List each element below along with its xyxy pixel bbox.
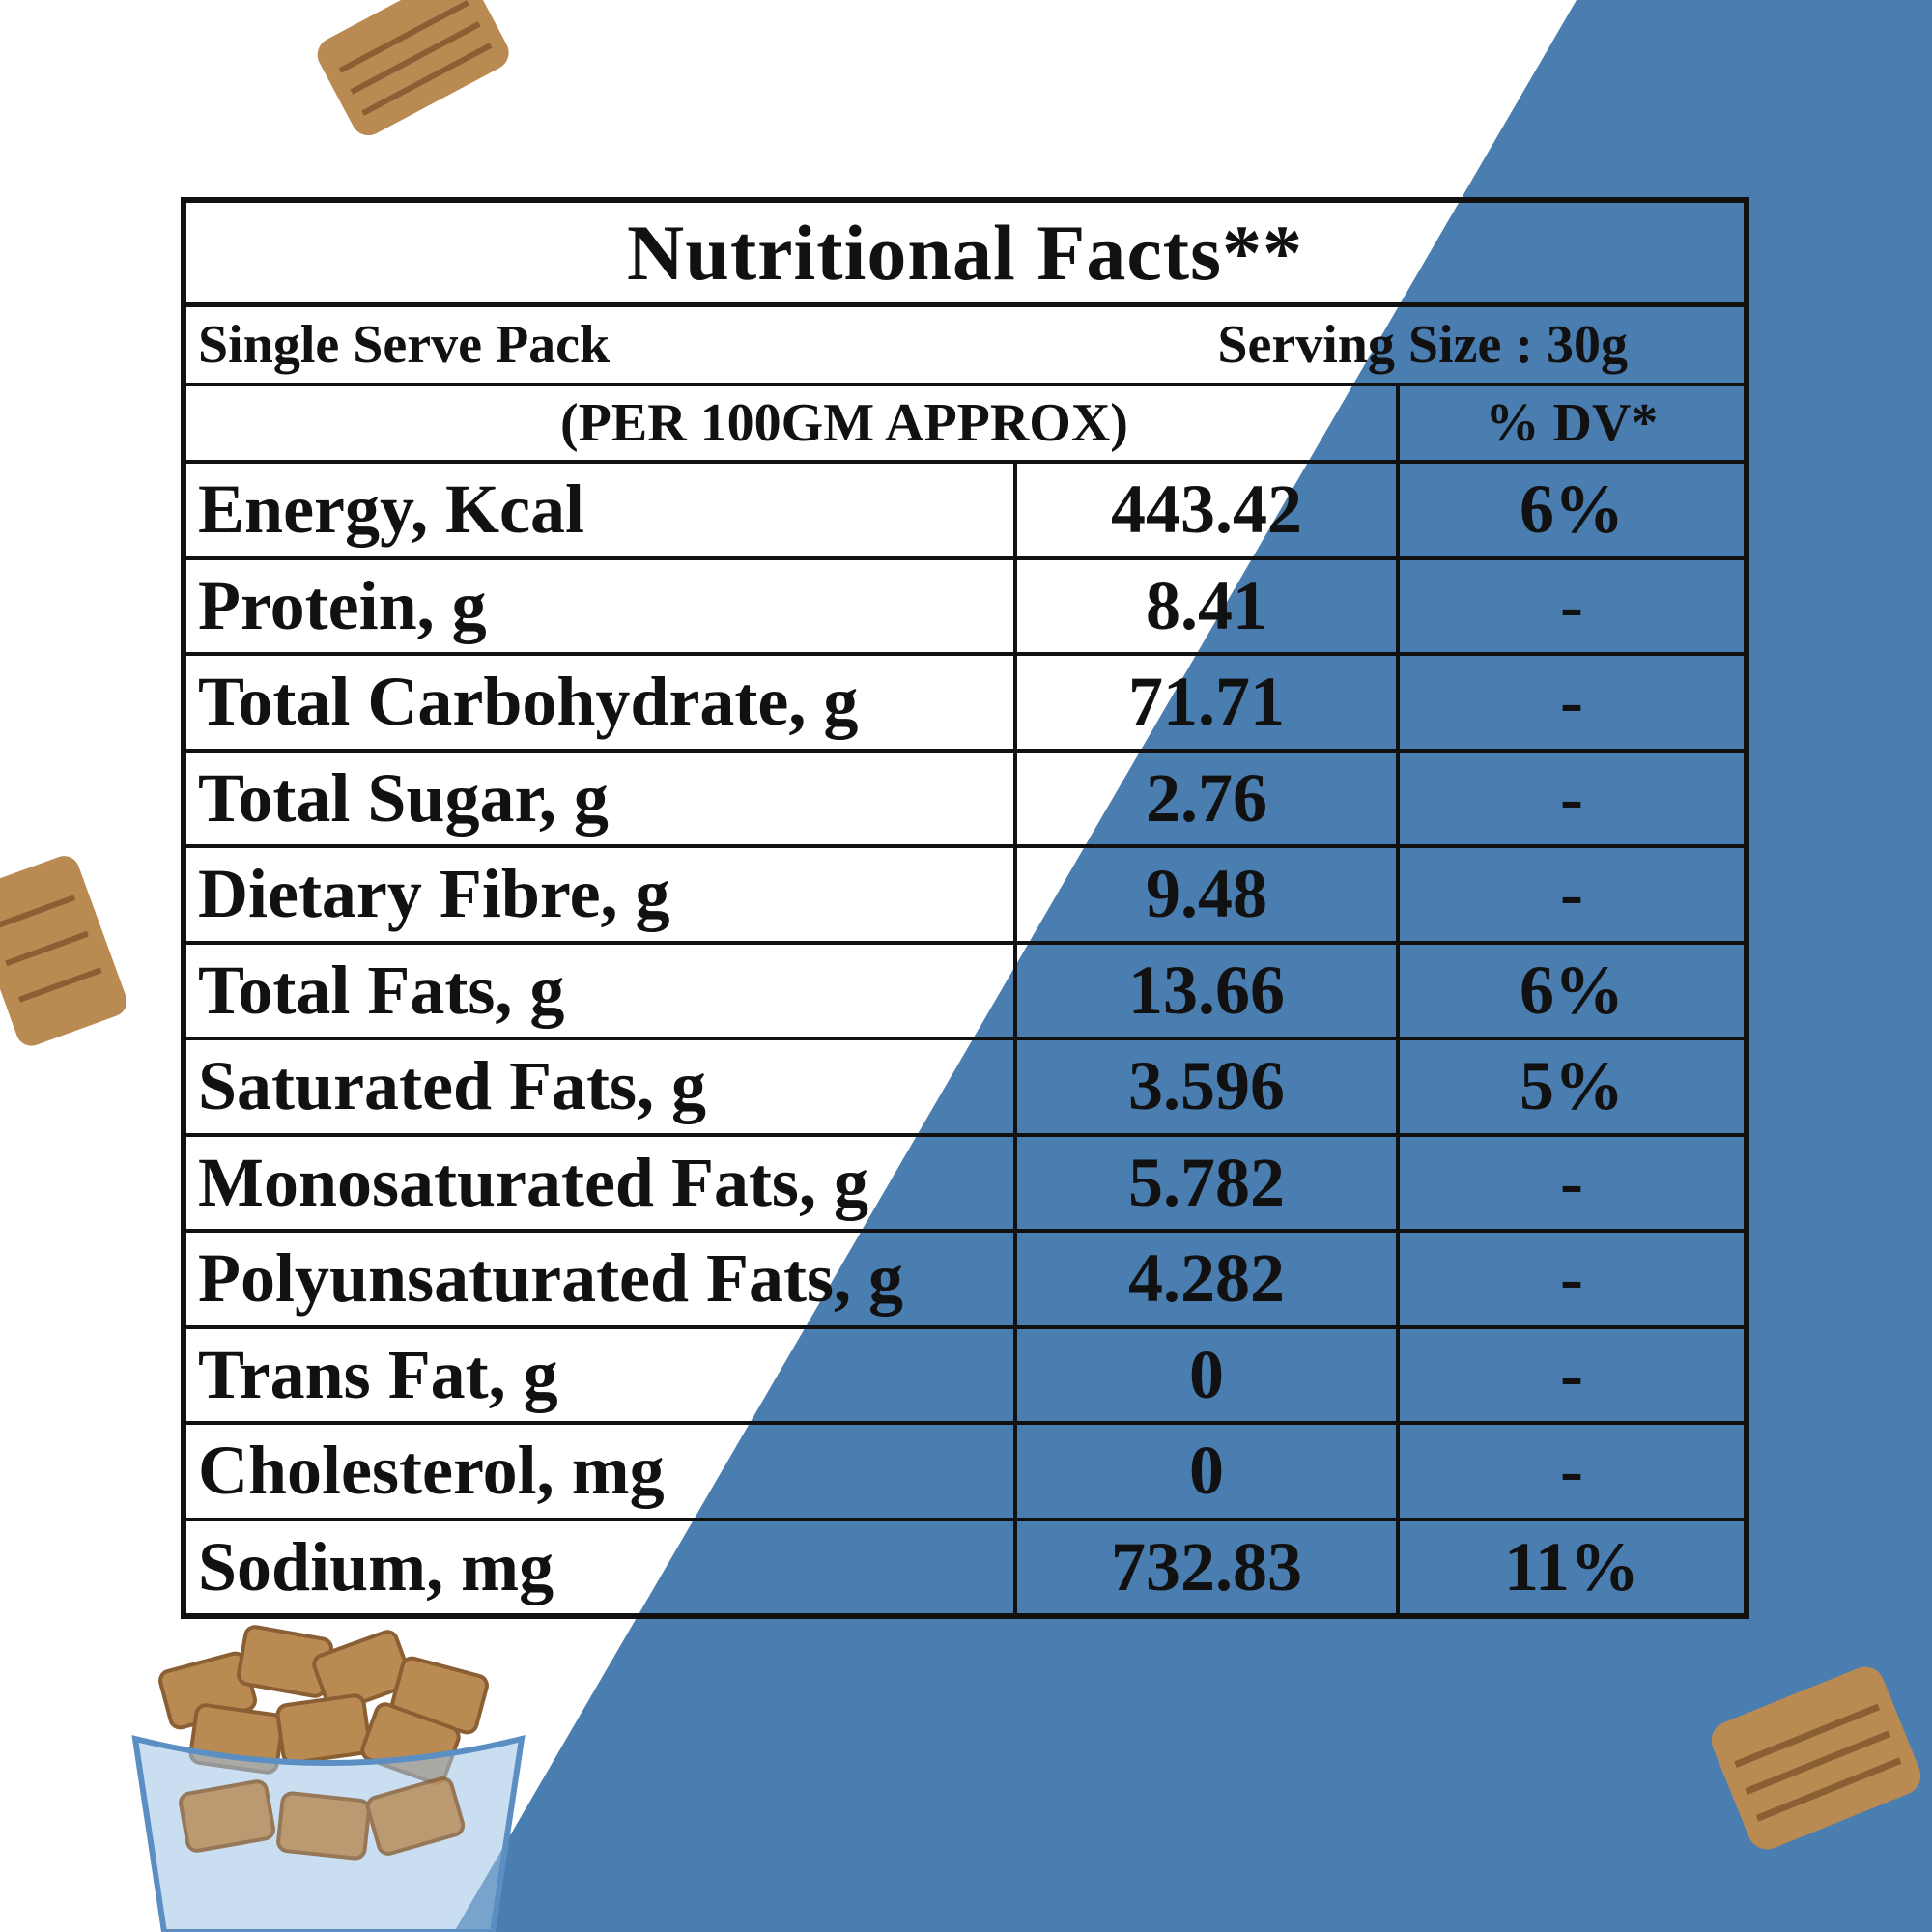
nutrient-value: 443.42 xyxy=(1017,464,1400,556)
table-title: Nutritional Facts** xyxy=(186,203,1744,307)
snack-piece-icon xyxy=(1711,1666,1921,1850)
pack-label: Single Serve Pack xyxy=(198,315,611,375)
nutrient-rows: Energy, Kcal 443.42 6% Protein, g 8.41 -… xyxy=(186,464,1744,1613)
nutrient-dv: - xyxy=(1560,1143,1583,1221)
nutrient-name: Monosaturated Fats, g xyxy=(186,1136,1017,1229)
table-row: Total Fats, g 13.66 6% xyxy=(186,944,1744,1040)
nutrient-value: 732.83 xyxy=(1017,1520,1400,1613)
table-row: Cholesterol, mg 0 - xyxy=(186,1425,1744,1521)
pack-info-row: Single Serve Pack Serving Size : 30g xyxy=(186,307,1744,386)
nutrient-name: Trans Fat, g xyxy=(186,1328,1017,1421)
nutrient-dv: - xyxy=(1560,1432,1583,1510)
nutrient-dv: - xyxy=(1560,1335,1583,1413)
nutrient-dv: 6% xyxy=(1520,951,1624,1029)
nutrient-name: Total Fats, g xyxy=(186,944,1017,1037)
nutrient-dv: - xyxy=(1560,758,1583,837)
serving-size: Serving Size : 30g xyxy=(1217,315,1628,375)
nutrient-value: 9.48 xyxy=(1017,848,1400,941)
nutrient-dv: - xyxy=(1560,663,1583,741)
nutrient-value: 0 xyxy=(1017,1425,1400,1518)
snack-piece-icon xyxy=(0,856,126,1046)
table-row: Saturated Fats, g 3.596 5% xyxy=(186,1040,1744,1137)
nutrient-value: 4.282 xyxy=(1017,1233,1400,1325)
nutrient-value: 8.41 xyxy=(1017,559,1400,652)
table-row: Total Sugar, g 2.76 - xyxy=(186,752,1744,848)
nutrient-name: Total Sugar, g xyxy=(186,752,1017,844)
nutrient-dv: - xyxy=(1560,855,1583,933)
nutrient-name: Polyunsaturated Fats, g xyxy=(186,1233,1017,1325)
per-label: (PER 100GM APPROX) xyxy=(186,386,1400,460)
nutrient-dv: 5% xyxy=(1520,1047,1624,1125)
nutrient-name: Sodium, mg xyxy=(186,1520,1017,1613)
nutrient-value: 13.66 xyxy=(1017,944,1400,1037)
nutrient-name: Dietary Fibre, g xyxy=(186,848,1017,941)
table-row: Protein, g 8.41 - xyxy=(186,559,1744,656)
table-row: Polyunsaturated Fats, g 4.282 - xyxy=(186,1233,1744,1329)
bowl-of-snacks-icon xyxy=(131,1625,526,1932)
nutrient-value: 3.596 xyxy=(1017,1040,1400,1133)
nutrient-name: Protein, g xyxy=(186,559,1017,652)
nutrient-value: 2.76 xyxy=(1017,752,1400,844)
table-row: Trans Fat, g 0 - xyxy=(186,1328,1744,1425)
nutrient-dv: 11% xyxy=(1503,1527,1640,1605)
nutrient-name: Energy, Kcal xyxy=(186,464,1017,556)
nutrient-name: Total Carbohydrate, g xyxy=(186,656,1017,749)
column-header-row: (PER 100GM APPROX) % DV* xyxy=(186,386,1744,464)
nutrition-facts-table: Nutritional Facts** Single Serve Pack Se… xyxy=(181,197,1749,1619)
nutrient-value: 5.782 xyxy=(1017,1136,1400,1229)
snack-piece-icon xyxy=(317,0,509,135)
table-row: Sodium, mg 732.83 11% xyxy=(186,1520,1744,1613)
nutrient-name: Saturated Fats, g xyxy=(186,1040,1017,1133)
nutrient-value: 71.71 xyxy=(1017,656,1400,749)
nutrient-dv: 6% xyxy=(1520,470,1624,549)
table-row: Total Carbohydrate, g 71.71 - xyxy=(186,656,1744,753)
table-row: Monosaturated Fats, g 5.782 - xyxy=(186,1136,1744,1233)
dv-label: % DV* xyxy=(1485,393,1659,453)
nutrient-dv: - xyxy=(1560,1239,1583,1318)
nutrient-value: 0 xyxy=(1017,1328,1400,1421)
table-row: Energy, Kcal 443.42 6% xyxy=(186,464,1744,560)
nutrient-dv: - xyxy=(1560,566,1583,644)
table-row: Dietary Fibre, g 9.48 - xyxy=(186,848,1744,945)
nutrient-name: Cholesterol, mg xyxy=(186,1425,1017,1518)
